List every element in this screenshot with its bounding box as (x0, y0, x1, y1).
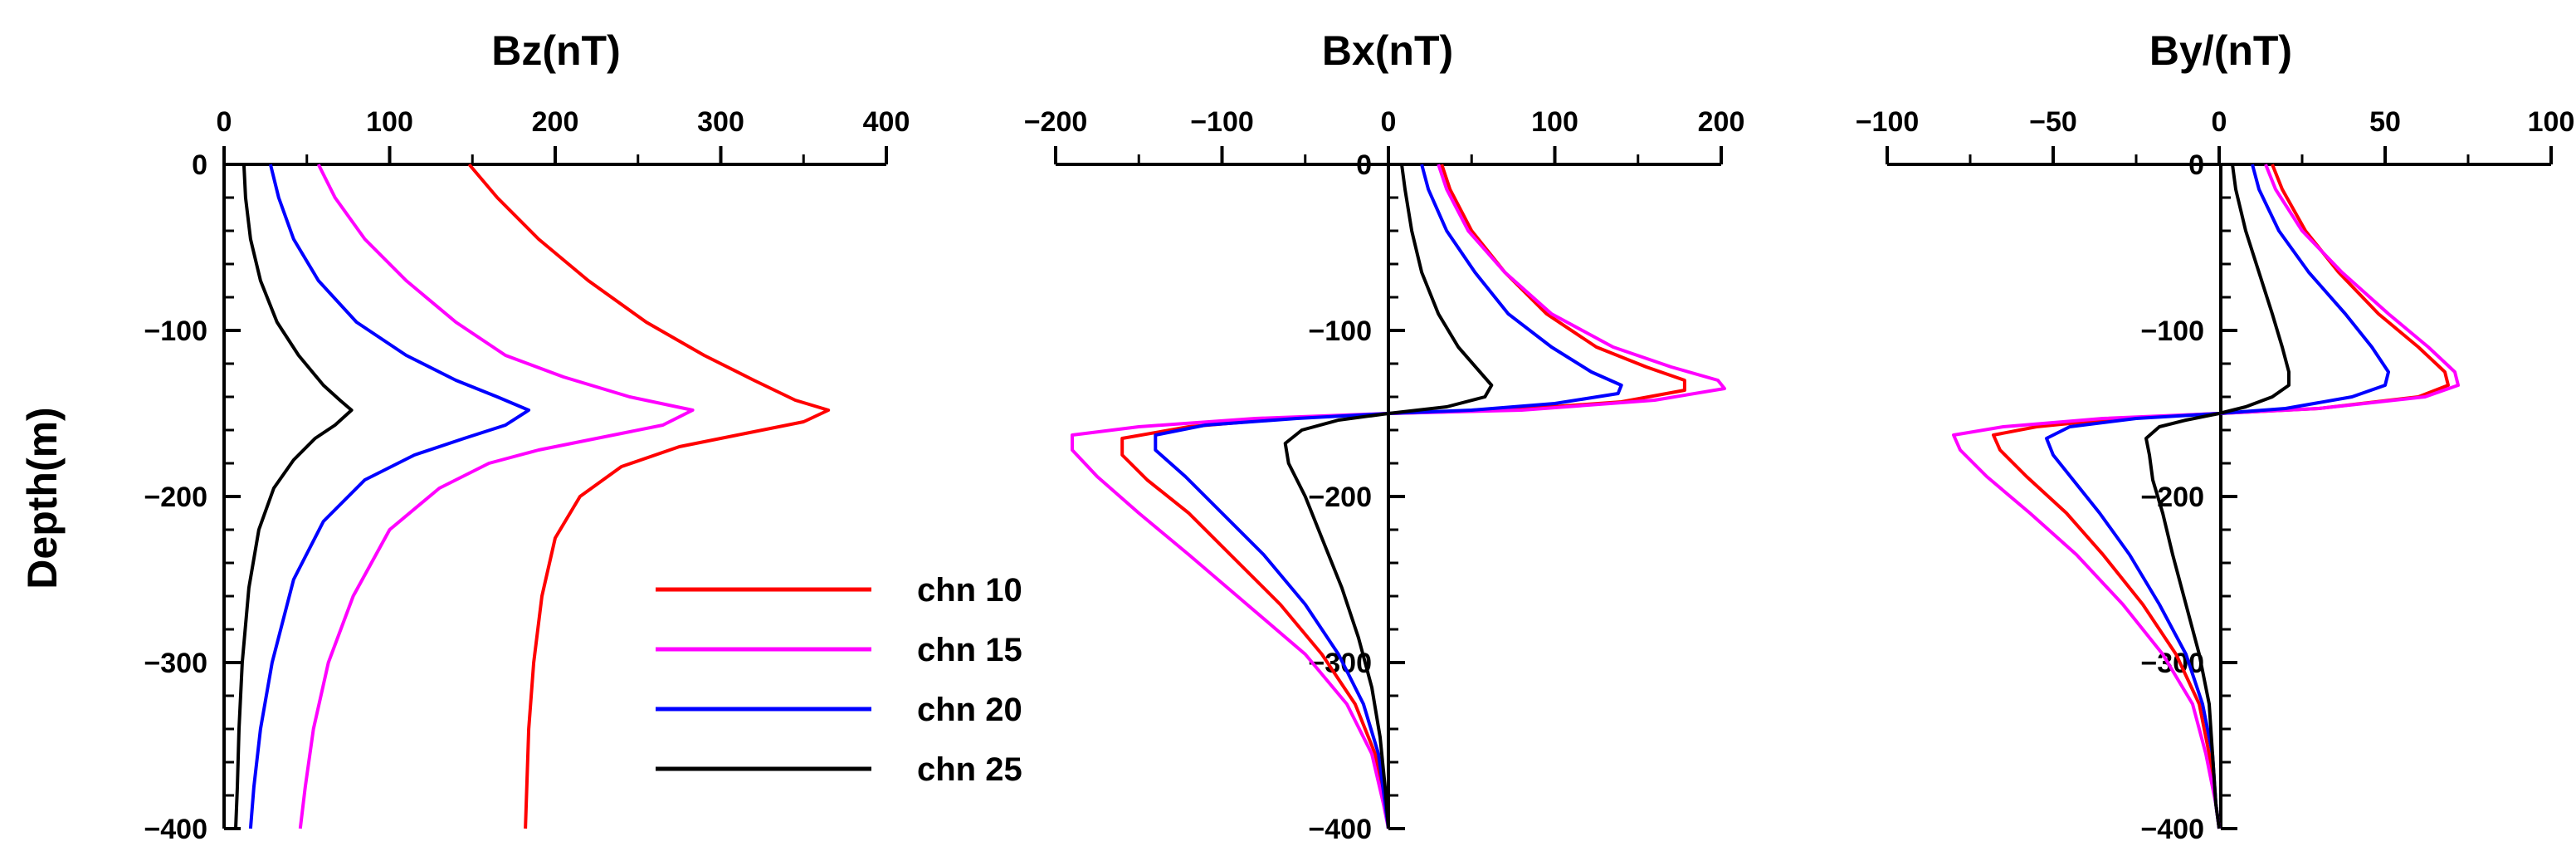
x-tick-label: 0 (2212, 106, 2227, 138)
series-group (1071, 164, 1726, 829)
x-tick-label: 100 (1531, 106, 1578, 138)
y-tick-label: −100 (2140, 315, 2204, 347)
x-tick-label: −100 (1856, 106, 1920, 138)
legend-label: chn 10 (917, 572, 1022, 609)
x-tick-label: 400 (863, 106, 910, 138)
panel-title: By/(nT) (2149, 27, 2292, 74)
panel-bz: Bz(nT) 0 100 200 300 400 0 −100 −200 −300 −400 (144, 27, 910, 845)
y-tick-label: 0 (192, 149, 207, 181)
series-line-chn-15 (1952, 164, 2460, 829)
series-line-chn-10 (1992, 164, 2450, 829)
series-line-chn-25 (1283, 164, 1494, 829)
legend: chn 10 chn 15 chn 20 chn 25 (656, 572, 1022, 788)
x-tick-label: −200 (1024, 106, 1088, 138)
series-line-chn-20 (248, 164, 531, 829)
legend-label: chn 15 (917, 632, 1022, 668)
axes: 0 100 200 300 400 0 −100 −200 −300 −400 (144, 106, 910, 845)
axes: −100 −50 0 50 100 0 −100 −200 −300 −400 (1856, 106, 2575, 845)
y-tick-label: 0 (2188, 149, 2204, 181)
y-tick-label: −200 (144, 482, 207, 513)
y-tick-label: −400 (2140, 814, 2204, 845)
series-group (234, 163, 831, 829)
y-axis-label: Depth(m) (19, 407, 66, 589)
y-tick-label: −400 (1308, 814, 1372, 845)
series-line-chn-20 (1154, 164, 1623, 829)
panel-title: Bz(nT) (491, 27, 621, 74)
series-line-chn-25 (234, 164, 354, 829)
y-tick-label: −300 (2140, 648, 2204, 679)
y-tick-label: 0 (1356, 149, 1372, 181)
y-tick-label: −100 (144, 315, 207, 347)
y-tick-label: −200 (1308, 482, 1372, 513)
x-tick-label: 200 (1698, 106, 1745, 138)
series-line-chn-10 (467, 163, 831, 829)
series-line-chn-20 (2045, 164, 2390, 829)
legend-label: chn 25 (917, 751, 1022, 788)
x-tick-label: 0 (217, 106, 232, 138)
series-line-chn-15 (1071, 164, 1726, 829)
y-tick-label: −200 (2140, 482, 2204, 513)
series-line-chn-25 (2144, 164, 2291, 829)
series-line-chn-15 (298, 164, 695, 829)
x-tick-label: 50 (2369, 106, 2401, 138)
x-tick-label: 100 (366, 106, 413, 138)
x-tick-label: −100 (1190, 106, 1254, 138)
legend-label: chn 20 (917, 692, 1022, 728)
panel-by: By/(nT) −100 −50 0 50 100 0 −100 −200 −300 −400 (1856, 27, 2575, 845)
series-group (1952, 164, 2460, 829)
panel-title: Bx(nT) (1322, 27, 1453, 74)
x-tick-label: 100 (2528, 106, 2575, 138)
x-tick-label: 300 (697, 106, 744, 138)
x-tick-label: −50 (2029, 106, 2077, 138)
x-tick-label: 0 (1381, 106, 1397, 138)
y-tick-label: −100 (1308, 315, 1372, 347)
y-tick-label: −400 (144, 814, 207, 845)
x-tick-label: 200 (532, 106, 579, 138)
y-tick-label: −300 (144, 648, 207, 679)
